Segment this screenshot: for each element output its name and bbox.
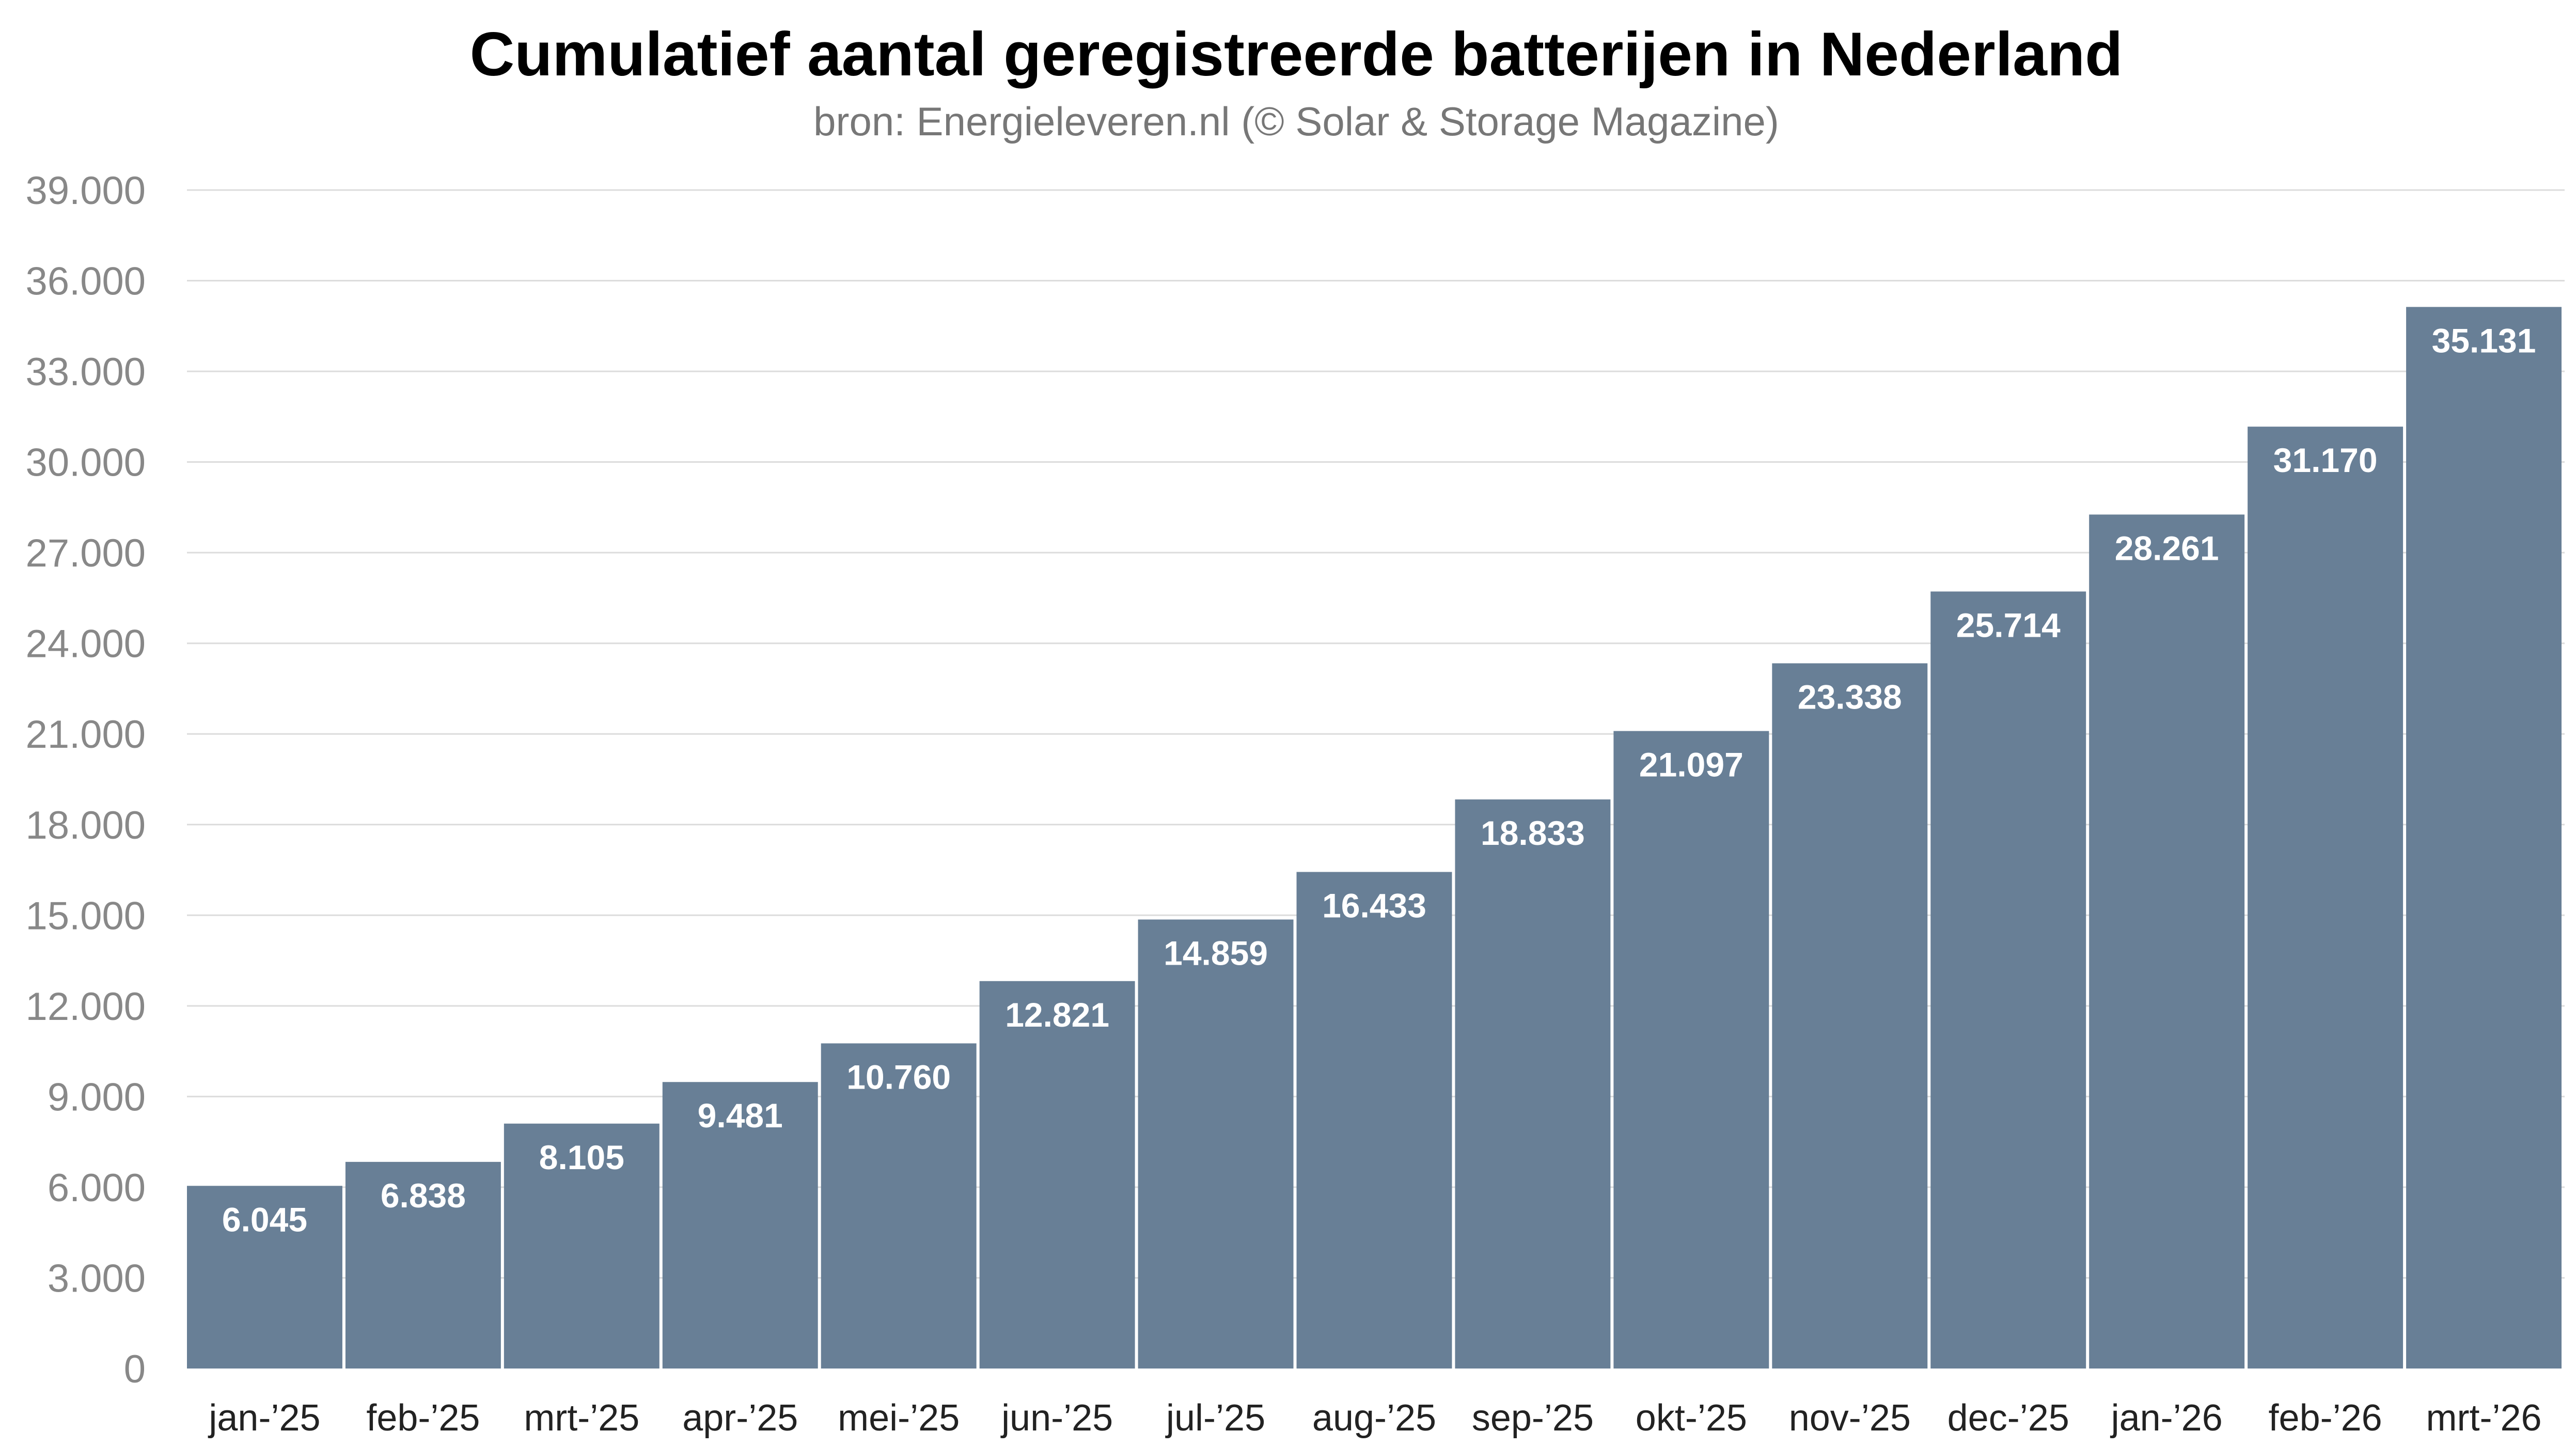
x-tick-label: mrt-’25 — [524, 1397, 639, 1439]
x-tick-label: mei-’25 — [838, 1397, 960, 1439]
data-label: 9.481 — [698, 1096, 783, 1135]
data-label: 14.859 — [1164, 934, 1268, 972]
y-tick-label: 27.000 — [26, 531, 146, 575]
x-tick-label: jan-’26 — [2110, 1397, 2223, 1439]
bar — [979, 981, 1135, 1369]
bar — [1930, 591, 2086, 1369]
data-label: 28.261 — [2115, 529, 2219, 567]
y-tick-label: 3.000 — [48, 1256, 146, 1300]
y-tick-label: 24.000 — [26, 622, 146, 666]
chart-title: Cumulatief aantal geregistreerde batteri… — [470, 20, 2123, 89]
bar — [2248, 427, 2404, 1369]
bar — [2089, 514, 2245, 1369]
y-tick-label: 0 — [124, 1347, 146, 1391]
data-labels: 6.045 6.838 8.105 9.481 10.760 12.821 14.859 16… — [222, 321, 2536, 1238]
data-label: 16.433 — [1322, 886, 1426, 924]
x-tick-label: feb-’25 — [366, 1397, 480, 1439]
bar — [2406, 307, 2562, 1369]
x-tick-label: dec-’25 — [1947, 1397, 2069, 1439]
y-tick-label: 15.000 — [26, 894, 146, 938]
y-axis-ticks: 0 3.000 6.000 9.000 12.000 15.000 18.000 21.000… — [26, 169, 146, 1391]
x-tick-label: mrt-’26 — [2426, 1397, 2542, 1439]
bar — [1613, 731, 1769, 1369]
y-tick-label: 12.000 — [26, 985, 146, 1029]
data-label: 23.338 — [1798, 678, 1902, 716]
x-tick-label: jun-’25 — [1000, 1397, 1113, 1439]
x-tick-label: aug-’25 — [1312, 1397, 1436, 1439]
bar — [1455, 799, 1611, 1369]
data-label: 35.131 — [2432, 321, 2536, 359]
data-label: 10.760 — [846, 1058, 951, 1096]
bar — [345, 1161, 501, 1369]
bar — [821, 1043, 977, 1369]
y-tick-label: 30.000 — [26, 441, 146, 485]
x-tick-label: okt-’25 — [1636, 1397, 1747, 1439]
bars — [187, 307, 2562, 1369]
y-tick-label: 9.000 — [48, 1075, 146, 1119]
data-label: 25.714 — [1956, 606, 2061, 644]
x-tick-label: sep-’25 — [1472, 1397, 1594, 1439]
chart-subtitle: bron: Energieleveren.nl (© Solar & Stora… — [813, 99, 1779, 144]
data-label: 6.838 — [381, 1176, 466, 1215]
bar — [1772, 663, 1928, 1369]
y-tick-label: 36.000 — [26, 260, 146, 304]
data-label: 6.045 — [222, 1200, 307, 1238]
y-tick-label: 39.000 — [26, 169, 146, 213]
bar — [662, 1082, 818, 1369]
bar — [504, 1123, 659, 1369]
bar — [1296, 872, 1452, 1369]
data-label: 8.105 — [539, 1138, 624, 1176]
x-tick-label: apr-’25 — [682, 1397, 798, 1439]
x-axis-ticks: jan-’25 feb-’25 mrt-’25 apr-’25 mei-’25 jun-’… — [208, 1397, 2541, 1439]
bar — [187, 1186, 342, 1369]
x-tick-label: nov-’25 — [1789, 1397, 1911, 1439]
y-tick-label: 33.000 — [26, 350, 146, 394]
bar — [1138, 919, 1294, 1369]
x-tick-label: jan-’25 — [208, 1397, 320, 1439]
x-tick-label: jul-’25 — [1165, 1397, 1265, 1439]
data-label: 31.170 — [2273, 441, 2378, 479]
data-label: 21.097 — [1639, 746, 1743, 784]
data-label: 18.833 — [1481, 814, 1585, 852]
data-label: 12.821 — [1005, 996, 1109, 1034]
x-tick-label: feb-’26 — [2269, 1397, 2382, 1439]
y-tick-label: 6.000 — [48, 1166, 146, 1210]
y-tick-label: 18.000 — [26, 804, 146, 847]
y-tick-label: 21.000 — [26, 713, 146, 757]
